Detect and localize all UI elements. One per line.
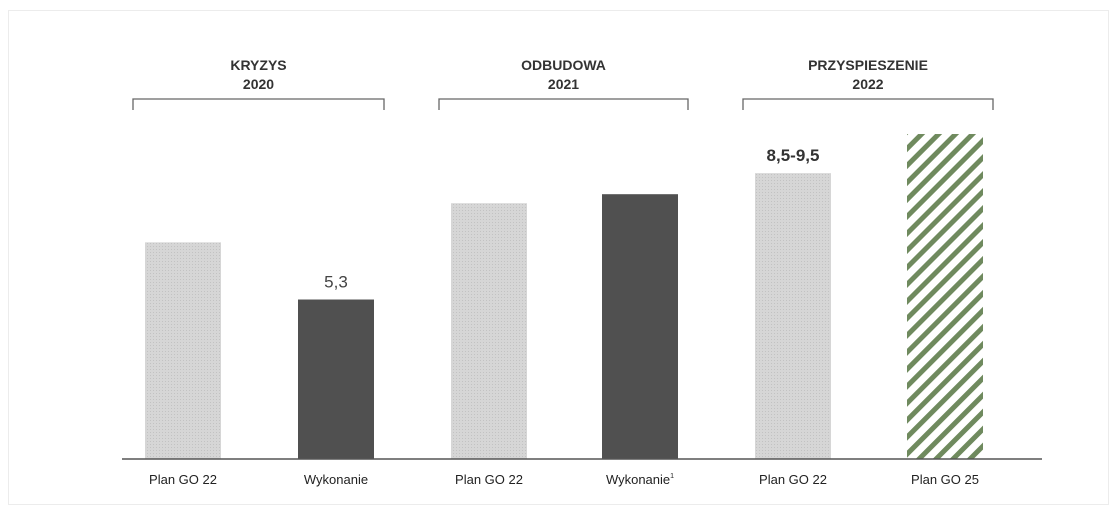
x-tick-label: Plan GO 22	[759, 472, 827, 487]
bar-4	[602, 194, 678, 459]
x-tick-label: Plan GO 22	[149, 472, 217, 487]
bar-value-label: 5,3	[324, 273, 348, 292]
phase-title: PRZYSPIESZENIE	[808, 57, 928, 73]
bar-1	[145, 242, 221, 459]
bars	[145, 134, 983, 460]
bar-value-label: 8,5-9,5	[767, 146, 820, 165]
group-brackets: KRYZYS 2020 ODBUDOWA 2021 PRZYSPIESZENIE 2022	[132, 57, 994, 110]
labels: Plan GO 22 5,3 Wykonanie Plan GO 22 Wykonani…	[149, 146, 979, 487]
phase-year: 2020	[243, 76, 274, 92]
phase-title: KRYZYS	[230, 57, 286, 73]
phase-title: ODBUDOWA	[521, 57, 606, 73]
group-bracket	[438, 98, 689, 110]
bar-5	[755, 173, 831, 460]
bar-6	[907, 134, 983, 459]
x-tick-label: Plan GO 25	[911, 472, 979, 487]
phase-year: 2022	[852, 76, 883, 92]
bar-3	[451, 203, 527, 459]
x-tick-label: Plan GO 22	[455, 472, 523, 487]
phase-year: 2021	[548, 76, 579, 92]
group-bracket	[742, 98, 994, 110]
x-tick-label: Wykonanie1	[606, 472, 674, 487]
group-bracket	[132, 98, 385, 110]
x-tick-label: Wykonanie	[304, 472, 368, 487]
bar-2	[298, 299, 374, 459]
